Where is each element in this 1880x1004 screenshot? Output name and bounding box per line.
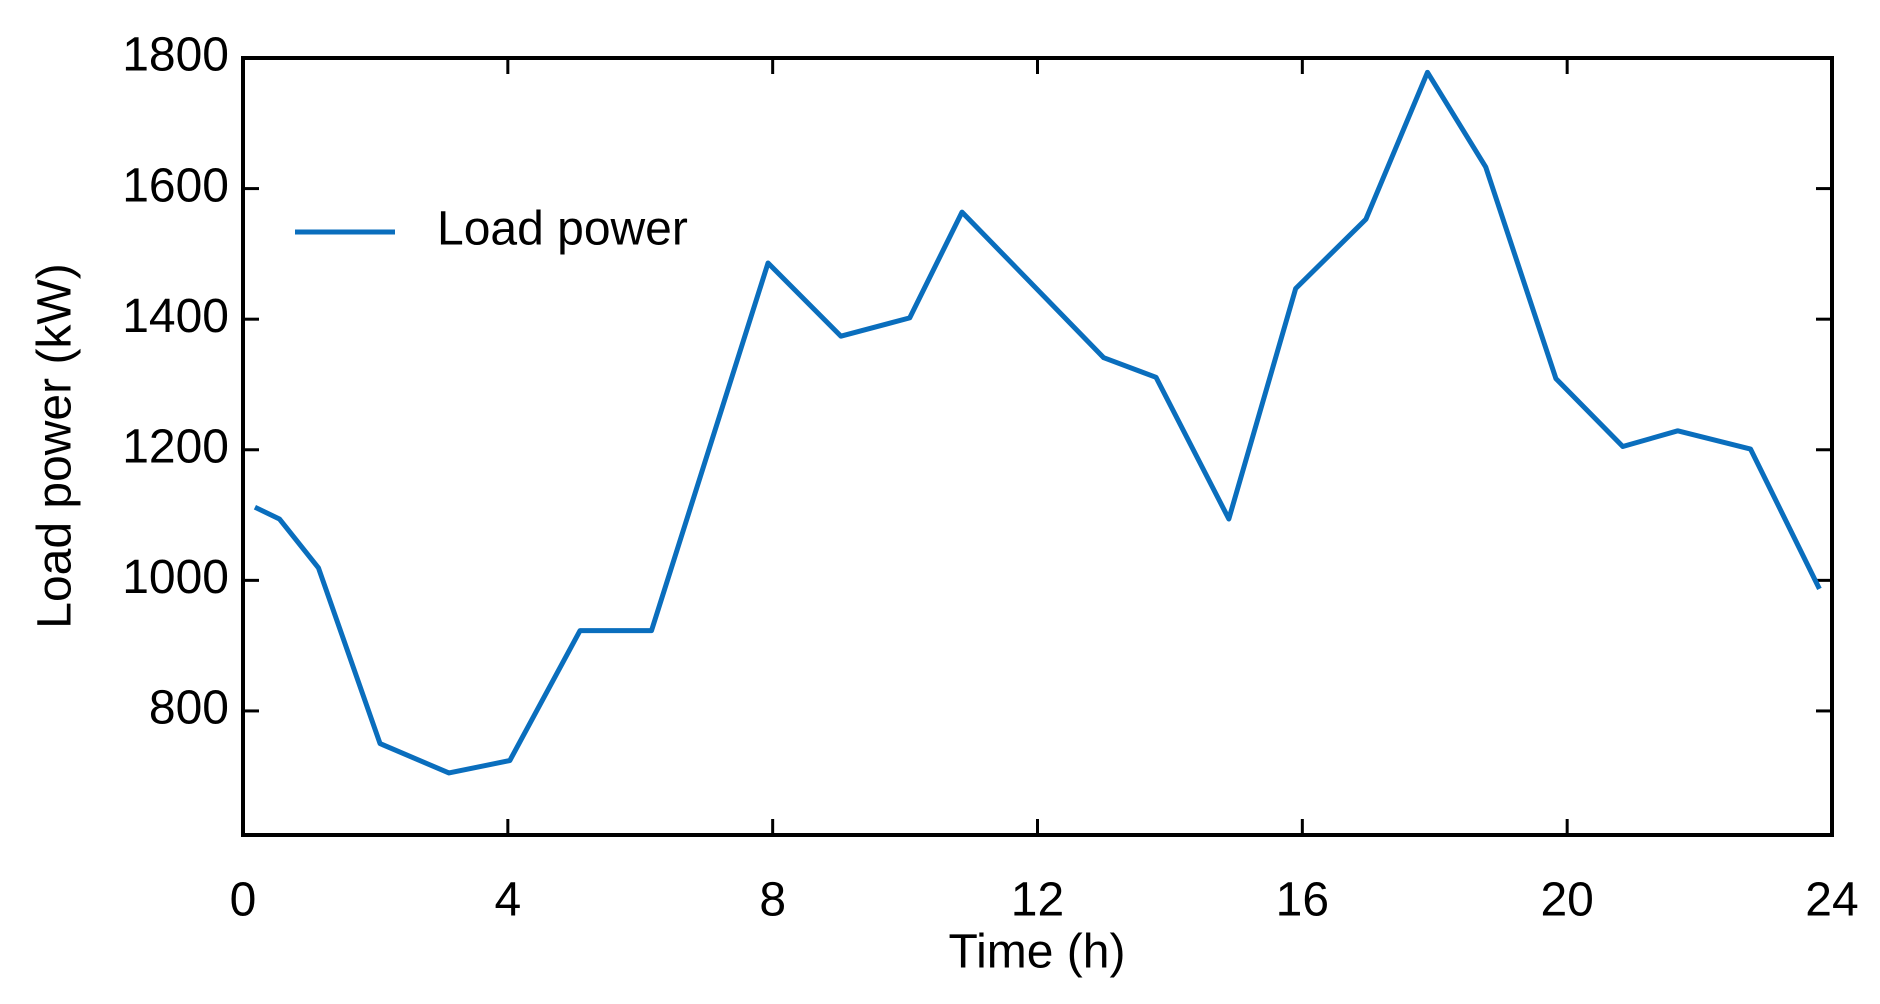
- x-axis-label: Time (h): [949, 926, 1126, 979]
- x-tick-label: 16: [1276, 874, 1329, 927]
- x-tick-label: 0: [230, 874, 257, 927]
- data-line: [253, 69, 1822, 776]
- y-tick-label: 1400: [122, 290, 229, 343]
- x-tick-label: 20: [1540, 874, 1593, 927]
- legend-label: Load power: [437, 203, 688, 256]
- x-tick-label: 8: [759, 874, 786, 927]
- y-tick-label: 1800: [122, 29, 229, 82]
- x-tick-label: 24: [1805, 874, 1858, 927]
- x-tick-label: 12: [1011, 874, 1064, 927]
- plot-frame: [241, 56, 1834, 837]
- y-tick-label: 800: [149, 682, 229, 735]
- x-tick-label: 4: [494, 874, 521, 927]
- y-tick-label: 1600: [122, 159, 229, 212]
- y-tick-label: 1000: [122, 551, 229, 604]
- y-axis-label: Load power (kW): [29, 263, 82, 628]
- y-tick-label: 1200: [122, 420, 229, 473]
